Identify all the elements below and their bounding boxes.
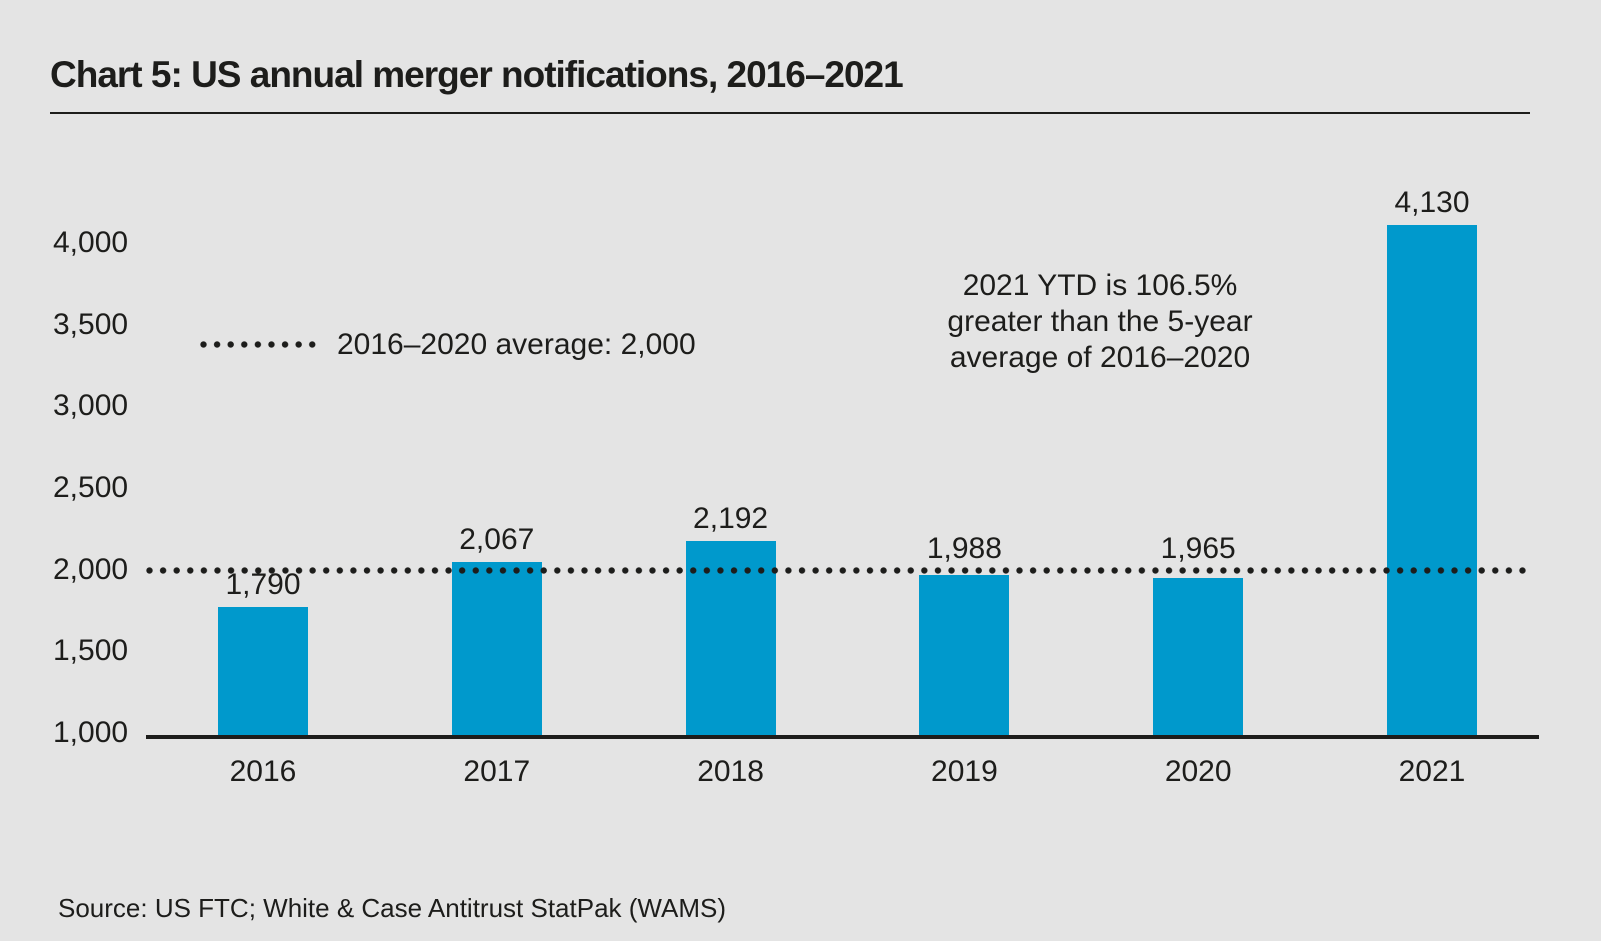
bar-2021 (1387, 224, 1477, 739)
y-axis-tick-label: 3,500 (53, 307, 129, 341)
annotation-line: average of 2016–2020 (949, 341, 1251, 374)
bar-2019 (919, 574, 1010, 739)
x-axis-label-2017: 2017 (463, 755, 531, 788)
x-axis-label-2018: 2018 (697, 755, 764, 788)
x-axis-label-2020: 2020 (1164, 755, 1232, 788)
x-axis-label-2016: 2016 (229, 755, 297, 788)
bar-2018 (685, 541, 776, 739)
y-axis-tick-label: 2,000 (53, 552, 129, 586)
title-rule (50, 112, 1530, 114)
bar-value-label: 1,988 (926, 531, 1002, 565)
y-axis-tick-label: 1,000 (53, 716, 129, 749)
annotation-line: greater than the 5-year (947, 305, 1253, 338)
source-note: Source: US FTC; White & Case Antitrust S… (58, 893, 726, 923)
bar-2017 (451, 561, 542, 739)
y-axis-tick-label: 1,500 (53, 634, 129, 668)
x-axis-line (146, 735, 1539, 739)
x-axis-label-2021: 2021 (1398, 755, 1466, 788)
annotation-line: 2021 YTD is 106.5% (962, 269, 1238, 302)
bar-value-label: 1,965 (1160, 531, 1236, 565)
y-axis-tick-label: 2,500 (53, 471, 129, 504)
x-axis-label-2019: 2019 (931, 755, 998, 788)
average-reference-line (146, 567, 1530, 574)
y-axis-tick-label: 4,000 (53, 226, 129, 259)
annotation: 2021 YTD is 106.5% greater than the 5-ye… (880, 268, 1320, 376)
bar-2016 (218, 606, 308, 739)
y-axis-tick-label: 3,000 (53, 389, 129, 423)
bar-value-label: 2,067 (459, 522, 535, 556)
bar-value-label: 4,130 (1394, 185, 1470, 219)
bar-2020 (1153, 578, 1244, 739)
legend: 2016–2020 average: 2,000 (200, 327, 696, 362)
dotted-line-swatch-icon (200, 341, 322, 348)
legend-label: 2016–2020 average: 2,000 (337, 328, 696, 361)
bar-value-label: 2,192 (693, 502, 769, 536)
page-title: Chart 5: US annual merger notifications,… (50, 54, 904, 95)
